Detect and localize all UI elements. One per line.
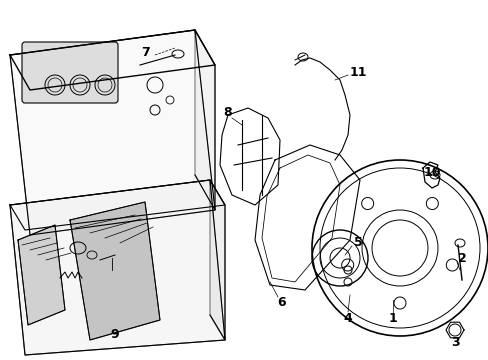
FancyBboxPatch shape xyxy=(22,42,118,103)
Polygon shape xyxy=(18,225,65,325)
Polygon shape xyxy=(10,30,215,235)
Text: 7: 7 xyxy=(141,45,149,59)
Polygon shape xyxy=(209,180,224,340)
Text: 1: 1 xyxy=(388,311,397,324)
Polygon shape xyxy=(70,202,160,340)
Text: 5: 5 xyxy=(353,235,362,248)
Text: 2: 2 xyxy=(457,252,466,265)
Text: 10: 10 xyxy=(423,166,440,179)
Text: 11: 11 xyxy=(348,66,366,78)
Polygon shape xyxy=(10,180,224,355)
Text: 9: 9 xyxy=(110,328,119,342)
Text: 4: 4 xyxy=(343,311,352,324)
Polygon shape xyxy=(195,30,215,210)
Text: 3: 3 xyxy=(450,336,458,348)
Text: 6: 6 xyxy=(277,296,286,309)
Text: 8: 8 xyxy=(223,105,232,118)
